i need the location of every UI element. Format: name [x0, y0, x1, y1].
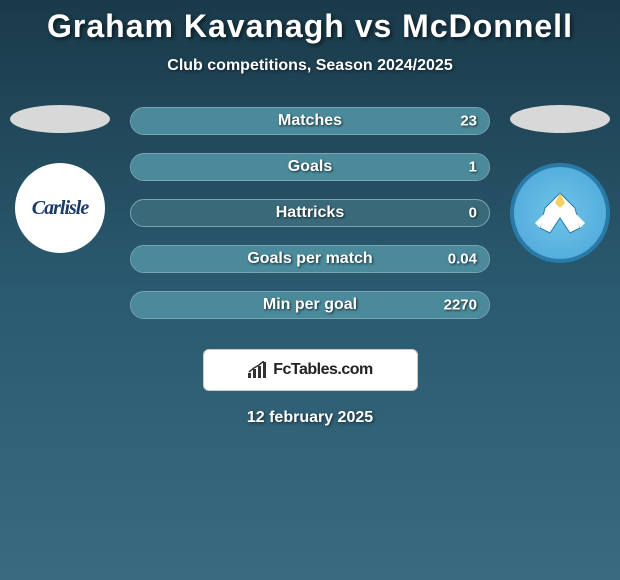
stat-row-mpg: Min per goal 2270: [130, 291, 490, 319]
club-logo-left-text: Carlisle: [32, 197, 88, 220]
club-logo-left: Carlisle: [15, 163, 105, 253]
player-placeholder-right: [510, 105, 610, 133]
page-title: Graham Kavanagh vs McDonnell: [47, 8, 573, 45]
stat-label: Min per goal: [263, 296, 357, 314]
stat-right-value: 23: [460, 113, 477, 130]
stat-right-value: 0: [469, 205, 477, 222]
chart-icon: [247, 361, 269, 379]
stat-right-value: 2270: [444, 297, 477, 314]
stat-label: Hattricks: [276, 204, 344, 222]
stat-row-hattricks: Hattricks 0: [130, 199, 490, 227]
stat-right-value: 0.04: [448, 251, 477, 268]
brand-box[interactable]: FcTables.com: [203, 349, 418, 391]
club-logo-right: [510, 163, 610, 263]
stat-row-matches: Matches 23: [130, 107, 490, 135]
stat-label: Goals per match: [247, 250, 372, 268]
stat-row-gpm: Goals per match 0.04: [130, 245, 490, 273]
stat-row-goals: Goals 1: [130, 153, 490, 181]
stats-column: Matches 23 Goals 1 Hattricks 0 Goals per…: [130, 105, 490, 319]
player-placeholder-left: [10, 105, 110, 133]
date-text: 12 february 2025: [247, 409, 373, 427]
stat-label: Goals: [288, 158, 332, 176]
left-column: Carlisle: [10, 105, 110, 253]
eagle-icon: [530, 188, 590, 238]
brand-text: FcTables.com: [273, 361, 373, 379]
main-row: Carlisle Matches 23 Goals 1 Hattricks 0: [0, 105, 620, 319]
page-subtitle: Club competitions, Season 2024/2025: [167, 57, 452, 75]
right-column: [510, 105, 610, 263]
stat-right-value: 1: [469, 159, 477, 176]
infographic-container: Graham Kavanagh vs McDonnell Club compet…: [0, 0, 620, 427]
stat-label: Matches: [278, 112, 342, 130]
